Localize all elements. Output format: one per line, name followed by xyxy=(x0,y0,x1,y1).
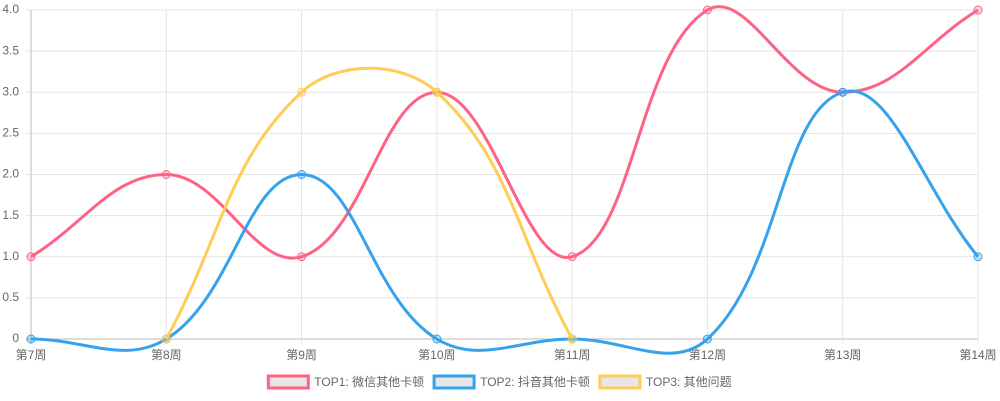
legend-label: TOP2: 抖音其他卡顿 xyxy=(480,374,590,389)
x-tick-label: 第11周 xyxy=(554,348,590,362)
y-tick-label: 2.5 xyxy=(2,126,19,140)
point xyxy=(567,334,577,344)
x-tick-label: 第14周 xyxy=(959,348,996,362)
legend-swatch xyxy=(598,374,642,390)
x-tick-label: 第8周 xyxy=(151,348,182,362)
series-line xyxy=(30,5,979,260)
series-line xyxy=(30,89,980,355)
point xyxy=(973,5,983,15)
y-tick-label: 1.5 xyxy=(2,208,19,222)
y-tick-label: 4.0 xyxy=(2,2,19,16)
point xyxy=(161,334,171,344)
point xyxy=(838,87,848,97)
point xyxy=(567,252,577,262)
x-tick-label: 第12周 xyxy=(689,348,726,362)
y-tick-label: 0.5 xyxy=(2,290,19,304)
legend: TOP1: 微信其他卡顿 TOP2: 抖音其他卡顿 TOP3: 其他问题 xyxy=(266,374,732,390)
y-tick-label: 3.0 xyxy=(2,84,19,98)
point xyxy=(432,334,442,344)
y-tick-label: 0 xyxy=(12,331,19,345)
y-tick-label: 1.0 xyxy=(2,249,19,263)
point xyxy=(973,252,983,262)
x-tick-label: 第7周 xyxy=(16,348,47,362)
point xyxy=(702,334,712,344)
point xyxy=(297,170,307,179)
point xyxy=(702,5,712,15)
series-line xyxy=(164,66,574,340)
y-tick-label: 2.0 xyxy=(2,167,19,181)
x-tick-label: 第10周 xyxy=(418,348,455,362)
point xyxy=(297,252,307,262)
legend-label: TOP3: 其他问题 xyxy=(646,375,732,389)
legend-swatch xyxy=(266,374,310,390)
x-tick-label: 第9周 xyxy=(286,348,317,362)
point xyxy=(161,170,171,179)
legend-label: TOP1: 微信其他卡顿 xyxy=(314,375,424,389)
y-tick-label: 3.5 xyxy=(2,43,19,57)
legend-swatch xyxy=(432,374,476,390)
point xyxy=(432,87,442,97)
point xyxy=(26,252,36,262)
point xyxy=(26,334,36,344)
point xyxy=(297,87,307,97)
x-tick-label: 第13周 xyxy=(824,348,861,362)
